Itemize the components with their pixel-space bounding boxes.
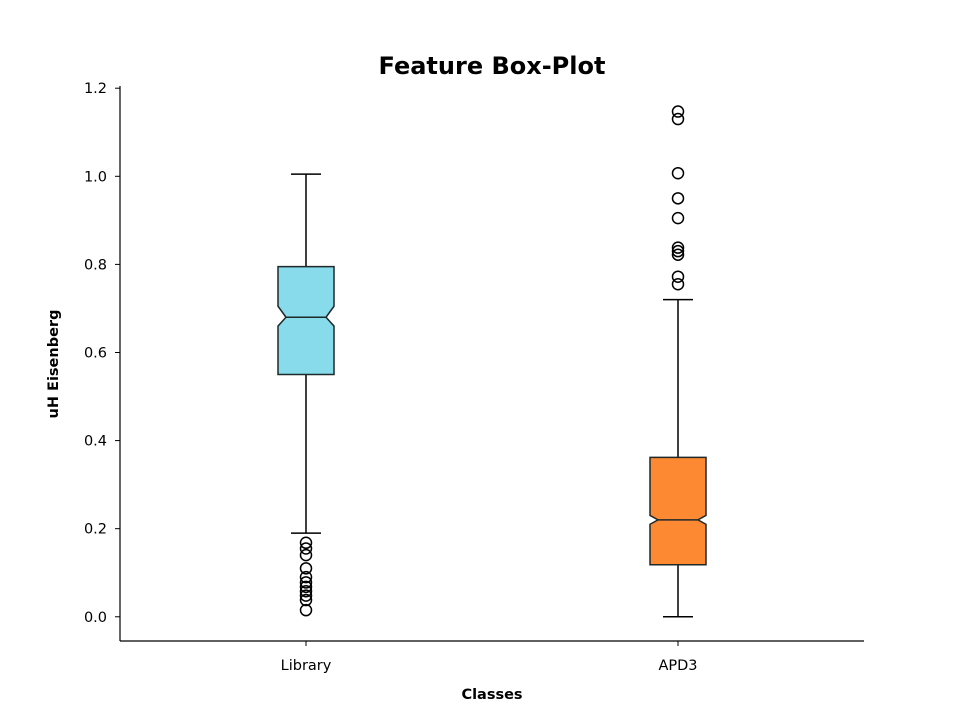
outlier-point <box>299 570 313 584</box>
box-body <box>649 456 707 566</box>
outlier-point <box>299 603 313 617</box>
outlier-point <box>671 192 685 205</box>
outlier-point <box>299 584 313 598</box>
y-tick-label: 0.0 <box>84 610 107 626</box>
outlier-point <box>671 270 685 283</box>
outlier-point <box>299 580 313 594</box>
x-axis-title: Classes <box>461 687 522 703</box>
outlier-point <box>671 241 685 254</box>
outlier-point <box>671 248 685 261</box>
outlier-point <box>299 548 313 562</box>
chart-title: Feature Box-Plot <box>379 52 606 80</box>
y-tick-label: 1.2 <box>84 81 107 97</box>
y-axis-title: uH Eisenberg <box>46 310 62 419</box>
outlier-point <box>299 536 313 550</box>
outlier-point <box>299 576 313 589</box>
x-tick-label: Library <box>281 658 332 674</box>
outlier-point <box>671 112 685 126</box>
y-tick-label: 1.0 <box>84 169 107 185</box>
y-tick-label: 0.2 <box>84 522 107 538</box>
outlier-point <box>299 562 313 575</box>
outlier-point <box>671 244 685 258</box>
outlier-point <box>299 589 313 602</box>
box-group-library: Library <box>277 173 335 674</box>
box-body <box>277 265 335 376</box>
box-group-apd3: APD3 <box>649 105 707 674</box>
outlier-point <box>671 166 685 180</box>
outlier-point <box>671 105 685 118</box>
plot-area: 0.0 0.2 0.4 0.6 0.8 1.0 1.2 Library APD3 <box>84 81 864 674</box>
outlier-point <box>299 593 313 607</box>
outlier-point <box>299 542 313 555</box>
outlier-point <box>671 211 685 225</box>
outlier-point <box>671 277 685 291</box>
x-tick-label: APD3 <box>658 658 697 674</box>
y-tick-label: 0.4 <box>84 434 107 450</box>
y-tick-label: 0.6 <box>84 345 107 361</box>
y-tick-label: 0.8 <box>84 257 107 273</box>
